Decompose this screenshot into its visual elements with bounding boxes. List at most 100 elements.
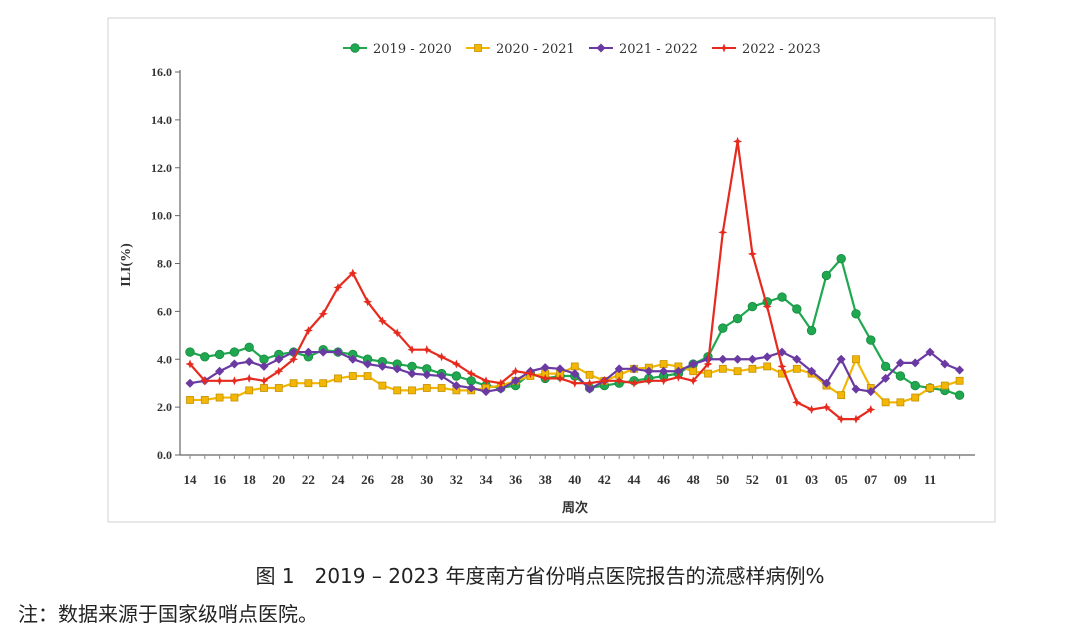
data-point	[747, 354, 757, 364]
data-point	[851, 309, 861, 319]
x-tick-label: 52	[746, 472, 759, 487]
data-point	[289, 354, 299, 364]
data-point	[511, 366, 521, 376]
data-point	[733, 354, 743, 364]
data-point	[673, 366, 683, 376]
y-axis-label: ILI(%)	[119, 243, 134, 287]
x-tick-label: 18	[243, 472, 257, 487]
data-point	[304, 379, 313, 388]
data-point	[540, 373, 550, 383]
data-point	[644, 366, 654, 376]
data-point	[733, 367, 742, 376]
data-point	[718, 364, 727, 373]
data-point	[377, 361, 387, 371]
data-point	[807, 405, 817, 415]
data-point	[821, 378, 831, 388]
data-point	[704, 369, 712, 378]
data-point	[392, 364, 402, 374]
chart-frame	[107, 17, 996, 523]
data-point	[837, 391, 846, 400]
y-tick-label: 16.0	[151, 65, 172, 79]
data-point	[732, 313, 743, 324]
data-point	[451, 359, 461, 369]
x-tick-label: 50	[716, 472, 729, 487]
data-point	[748, 364, 757, 373]
data-point	[229, 376, 239, 386]
data-point	[350, 43, 360, 53]
data-point	[954, 390, 965, 400]
data-point	[718, 323, 728, 333]
y-tick-label: 8.0	[157, 257, 172, 271]
data-point	[466, 383, 476, 393]
data-point	[259, 361, 269, 371]
data-point	[215, 393, 224, 402]
data-point	[852, 355, 860, 364]
x-tick-label: 38	[539, 472, 553, 487]
data-point	[318, 309, 328, 319]
data-point	[836, 354, 846, 364]
data-point	[214, 349, 225, 360]
data-point	[496, 378, 506, 388]
data-point	[363, 372, 372, 380]
data-point	[792, 354, 802, 364]
data-point	[348, 372, 357, 380]
data-point	[777, 292, 787, 302]
data-point	[644, 376, 654, 386]
data-point	[303, 326, 313, 336]
data-point	[570, 378, 580, 388]
x-tick-label: 07	[864, 472, 878, 487]
legend: 2019 - 2020 2020 - 2021 2021 - 2022 2022 - …	[343, 42, 821, 57]
x-tick-label: 46	[657, 472, 671, 487]
legend-label: 2021 - 2022	[619, 42, 698, 57]
data-point	[570, 369, 580, 379]
data-point	[215, 376, 225, 386]
data-point	[200, 396, 209, 404]
legend-item: 2022 - 2023	[712, 42, 821, 57]
data-point	[555, 373, 565, 383]
data-point	[762, 302, 772, 312]
data-point	[570, 362, 579, 371]
data-point	[348, 268, 358, 278]
data-point	[688, 359, 698, 369]
figure-note: 注：数据来源于国家级哨点医院。	[18, 602, 318, 626]
legend-label: 2020 - 2021	[496, 42, 575, 57]
data-point	[881, 398, 890, 407]
data-point	[186, 396, 194, 404]
x-tick-label: 20	[272, 472, 285, 487]
legend-item: 2020 - 2021	[466, 42, 575, 57]
data-point	[747, 249, 757, 259]
data-point	[955, 365, 965, 375]
x-tick-label: 16	[213, 472, 227, 487]
ili-line-chart: 0.02.04.06.08.010.012.014.016.014 16 18 20 2…	[107, 17, 996, 523]
data-point	[673, 372, 683, 382]
legend-item: 2019 - 2020	[343, 42, 452, 57]
x-tick-label: 30	[420, 472, 433, 487]
series-2022-2023	[185, 136, 876, 424]
data-point	[451, 381, 461, 391]
series-group	[185, 136, 965, 424]
data-point	[289, 379, 298, 388]
legend-label: 2019 - 2020	[373, 42, 452, 57]
data-point	[689, 367, 698, 376]
x-tick-label: 14	[184, 472, 198, 487]
data-point	[792, 397, 802, 407]
data-point	[614, 376, 624, 386]
x-tick-label: 36	[509, 472, 523, 487]
data-point	[719, 43, 729, 53]
data-point	[244, 373, 254, 383]
data-point	[895, 358, 905, 368]
data-point	[496, 384, 506, 394]
x-tick-label: 24	[332, 472, 346, 487]
data-point	[318, 347, 328, 357]
data-point	[466, 369, 476, 379]
data-point	[896, 398, 905, 407]
data-point	[880, 361, 891, 372]
data-point	[836, 254, 846, 264]
data-point	[407, 369, 417, 379]
data-point	[806, 325, 817, 336]
axes: 0.0 2.0 4.0 6.0 8.0 10.0 12.0 14.0 16.0 14 16 18 20 2…	[151, 65, 975, 487]
data-point	[334, 374, 342, 383]
data-point	[866, 335, 876, 345]
y-tick-label: 0.0	[157, 448, 172, 462]
data-point	[244, 357, 254, 367]
